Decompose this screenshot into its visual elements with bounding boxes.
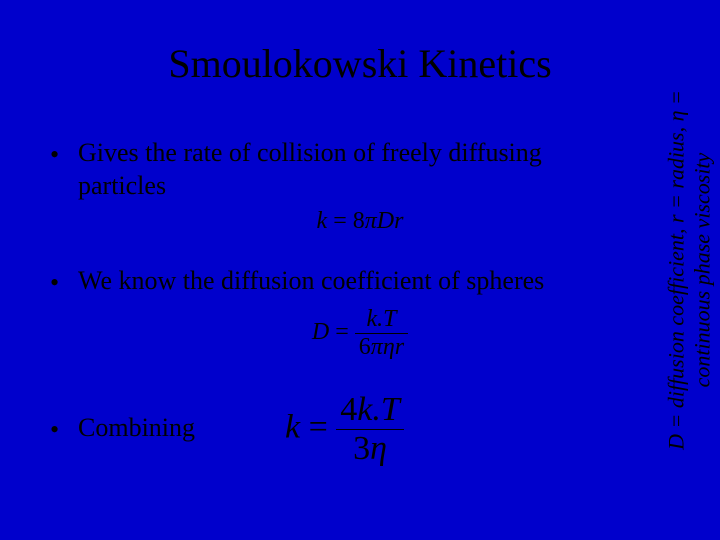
- equation-1: k = 8πDr: [317, 208, 404, 235]
- eq2-den: 6πηr: [355, 334, 408, 361]
- eq2-lhs: D: [312, 319, 329, 345]
- slide-title: Smoulokowski Kinetics: [50, 40, 670, 87]
- eq1-pi: π: [365, 208, 377, 234]
- eq3-lhs: k: [285, 408, 300, 445]
- eq1-dr: Dr: [377, 208, 404, 234]
- eq2-eta: η: [383, 334, 395, 360]
- equation-3-row: k = 4k.T 3η: [285, 391, 404, 468]
- eq3-eq: =: [309, 408, 337, 445]
- eq1-lhs: k: [317, 208, 328, 234]
- eq3-num-rest: k.T: [357, 391, 400, 428]
- bullet-marker: •: [50, 137, 78, 172]
- bullet-row: • We know the diffusion coefficient of s…: [50, 265, 670, 300]
- side-label-line1: D = diffusion coefficient, r = radius, η…: [664, 10, 690, 530]
- equation-1-row: k = 8πDr: [50, 208, 670, 235]
- eq3-den-coeff: 3: [353, 430, 370, 467]
- eq1-eq: =: [333, 208, 353, 234]
- side-label: D = diffusion coefficient, r = radius, η…: [664, 10, 717, 530]
- equation-2-row: D = k.T 6πηr: [50, 306, 670, 361]
- eq2-r: r: [395, 334, 404, 360]
- slide: Smoulokowski Kinetics • Gives the rate o…: [0, 0, 720, 540]
- side-label-line2: continuous phase viscosity: [690, 10, 716, 530]
- eq3-eta: η: [370, 430, 387, 467]
- equation-3: k = 4k.T 3η: [285, 391, 404, 468]
- bullet-row: • Combining: [50, 412, 195, 447]
- bullet-text: Gives the rate of collision of freely di…: [78, 137, 670, 202]
- bullet-marker: •: [50, 412, 78, 447]
- eq2-num: k.T: [355, 306, 408, 334]
- bullet-block-1: • Gives the rate of collision of freely …: [50, 137, 670, 235]
- eq3-den: 3η: [336, 430, 404, 468]
- eq1-coeff: 8: [353, 208, 365, 234]
- bullet-block-3: • Combining k = 4k.T 3η: [50, 391, 670, 468]
- bullet-text: Combining: [78, 412, 195, 445]
- bullet-block-2: • We know the diffusion coefficient of s…: [50, 265, 670, 361]
- eq3-num: 4k.T: [336, 391, 404, 430]
- eq3-fraction: 4k.T 3η: [336, 391, 404, 468]
- eq2-fraction: k.T 6πηr: [355, 306, 408, 361]
- eq3-num-coeff: 4: [340, 391, 357, 428]
- equation-2: D = k.T 6πηr: [312, 306, 408, 361]
- bullet-text: We know the diffusion coefficient of sph…: [78, 265, 670, 298]
- bullet-marker: •: [50, 265, 78, 300]
- eq2-eq: =: [335, 319, 355, 345]
- bullet-row: • Gives the rate of collision of freely …: [50, 137, 670, 202]
- eq2-pi: π: [371, 334, 383, 360]
- eq2-den-coeff: 6: [359, 334, 371, 360]
